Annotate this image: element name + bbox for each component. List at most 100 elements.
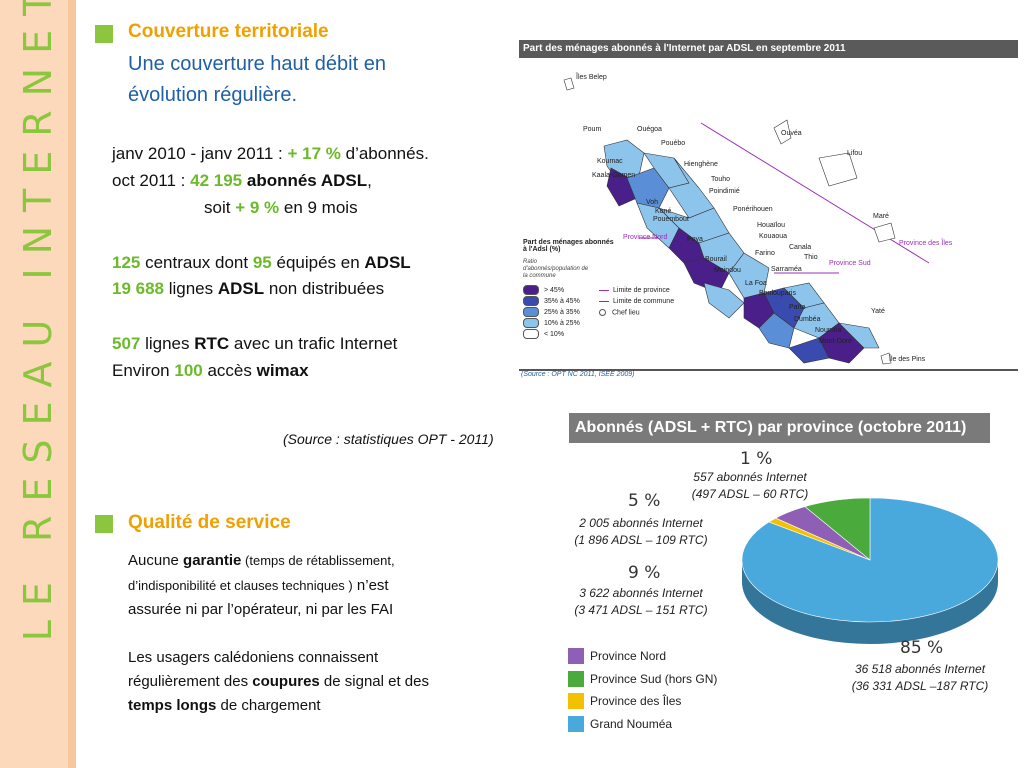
place-label: Voh: [646, 199, 659, 206]
text: soit: [204, 198, 236, 217]
place-label: Lifou: [847, 150, 863, 157]
commune-boulouparis: [758, 312, 795, 349]
place-label: Poya: [687, 236, 703, 243]
text: abonnés ADSL: [242, 171, 368, 190]
text: Limite de province: [613, 287, 670, 294]
province-label: Province Sud: [829, 260, 871, 267]
legend-swatch: [568, 715, 584, 732]
place-label: Kouaoua: [759, 233, 788, 240]
text: 557 abonnés Internet: [693, 470, 807, 484]
text: centraux dont: [140, 253, 253, 272]
map-legend-item: < 10%: [523, 329, 564, 339]
section1-subheading-1: Une couverture haut débit en: [128, 53, 386, 75]
legend-label: 10% à 25%: [544, 319, 580, 327]
place-label: Bourail: [705, 256, 727, 263]
line-legend-item: Limite de province: [599, 287, 670, 294]
map-footer-line: [519, 369, 1018, 371]
text: lignes: [164, 279, 218, 298]
text: accès: [202, 361, 257, 380]
place-label: Pouembout: [653, 216, 689, 223]
stat-line-5: 19 688 lignes ADSL non distribuées: [112, 276, 384, 302]
pct-label-iles: 1 %: [740, 449, 773, 469]
text: assurée ni par l’opérateur, ni par les F…: [128, 601, 394, 618]
commune-line-swatch: [599, 300, 609, 302]
text: 2 005 abonnés Internet: [579, 516, 703, 530]
commune-koumac: [606, 167, 638, 207]
place-label: Mont-Dore: [819, 338, 853, 345]
quality-para-2-line2: régulièrement des coupures de signal et …: [128, 670, 429, 694]
legend-swatch: [523, 318, 539, 328]
bullet-icon: [95, 25, 113, 43]
place-label: Ponérihouen: [733, 206, 773, 213]
place-label: Païta: [789, 304, 806, 311]
map-graphic: [563, 77, 930, 365]
island-mare: [873, 222, 896, 243]
stat-line-3: soit + 9 % en 9 mois: [204, 195, 358, 221]
value: 100: [174, 361, 203, 380]
place-label: Koné: [655, 208, 672, 215]
source-note: (Source : statistiques OPT - 2011): [283, 431, 494, 447]
section1-heading: Couverture territoriale: [128, 21, 329, 42]
legend-swatch: [523, 296, 539, 306]
section1-subheading-2: évolution régulière.: [128, 84, 297, 106]
place-label: Boulouparis: [759, 290, 796, 297]
province-line-swatch: [599, 289, 609, 291]
text: Limite de commune: [613, 298, 675, 305]
place-label: Pouébo: [661, 140, 686, 147]
map-legend-item: > 45%: [523, 285, 564, 295]
map-legend-item: 35% à 45%: [523, 296, 580, 306]
place-label: Ouégoa: [637, 126, 662, 133]
place-label: Dumbéa: [794, 316, 821, 323]
quality-para-2-line1: Les usagers calédoniens connaissent: [128, 646, 378, 670]
legend-swatch: [523, 329, 539, 339]
place-label: La Foa: [745, 280, 767, 287]
place-label: Yaté: [871, 308, 885, 315]
place-label: Maré: [873, 213, 889, 220]
map-legend-note: Ratio d'abonnés/population de la commune: [523, 259, 589, 279]
commune-dumbea: [818, 322, 865, 364]
text: Aucune: [128, 552, 184, 569]
text: (36 331 ADSL –187 RTC): [851, 679, 989, 693]
text: Les usagers calédoniens connaissent: [128, 649, 379, 666]
legend-label: 25% à 35%: [544, 308, 580, 316]
chef-lieu-icon: [599, 309, 606, 316]
text: équipés en: [271, 253, 365, 272]
place-label: Canala: [789, 244, 812, 251]
text: ,: [367, 171, 372, 190]
detail-label-nord: 2 005 abonnés Internet (1 896 ADSL – 109 …: [566, 515, 716, 549]
text: 36 518 abonnés Internet: [854, 662, 986, 676]
text: régulièrement des: [128, 673, 253, 690]
text: lignes: [140, 334, 195, 353]
place-label: Poindimié: [709, 188, 740, 195]
legend-label: > 45%: [544, 286, 565, 294]
place-label: Poum: [583, 126, 602, 133]
text: RTC: [194, 334, 230, 353]
island-belep: [563, 77, 575, 91]
place-label: Thio: [804, 254, 818, 261]
text: n’est: [352, 577, 389, 594]
place-label: Ouvéa: [781, 130, 802, 137]
text: janv 2010 - janv 2011 :: [112, 144, 288, 163]
pie-slice-province-sud-hors-gn-: [804, 497, 871, 561]
quality-para-1-line2: d’indisponibilité et clauses techniques …: [128, 574, 389, 598]
pie-legend-item: Province Nord: [568, 647, 666, 665]
line-legend-item: Limite de commune: [599, 298, 674, 305]
legend-label: Province Sud (hors GN): [590, 671, 718, 686]
commune-houailou: [728, 252, 770, 299]
text: wimax: [256, 361, 309, 380]
legend-label: < 10%: [544, 330, 565, 338]
place-label: Nouméa: [815, 327, 842, 334]
legend-label: 35% à 45%: [544, 297, 580, 305]
pie-legend-item: Province des Îles: [568, 692, 681, 710]
detail-label-noumea: 36 518 abonnés Internet (36 331 ADSL –187…: [840, 661, 1000, 695]
value: 19 688: [112, 279, 164, 298]
value: 507: [112, 334, 141, 353]
text: d’abonnés.: [340, 144, 429, 163]
place-label: Moindou: [714, 267, 741, 274]
pie-legend-item: Province Sud (hors GN): [568, 670, 717, 688]
text: ADSL: [364, 253, 411, 272]
commune-bourail: [703, 282, 745, 319]
value: 95: [252, 253, 272, 272]
map-source: (Source : OPT NC 2011, ISEE 2009): [521, 371, 635, 378]
text: de signal et des: [319, 673, 429, 690]
